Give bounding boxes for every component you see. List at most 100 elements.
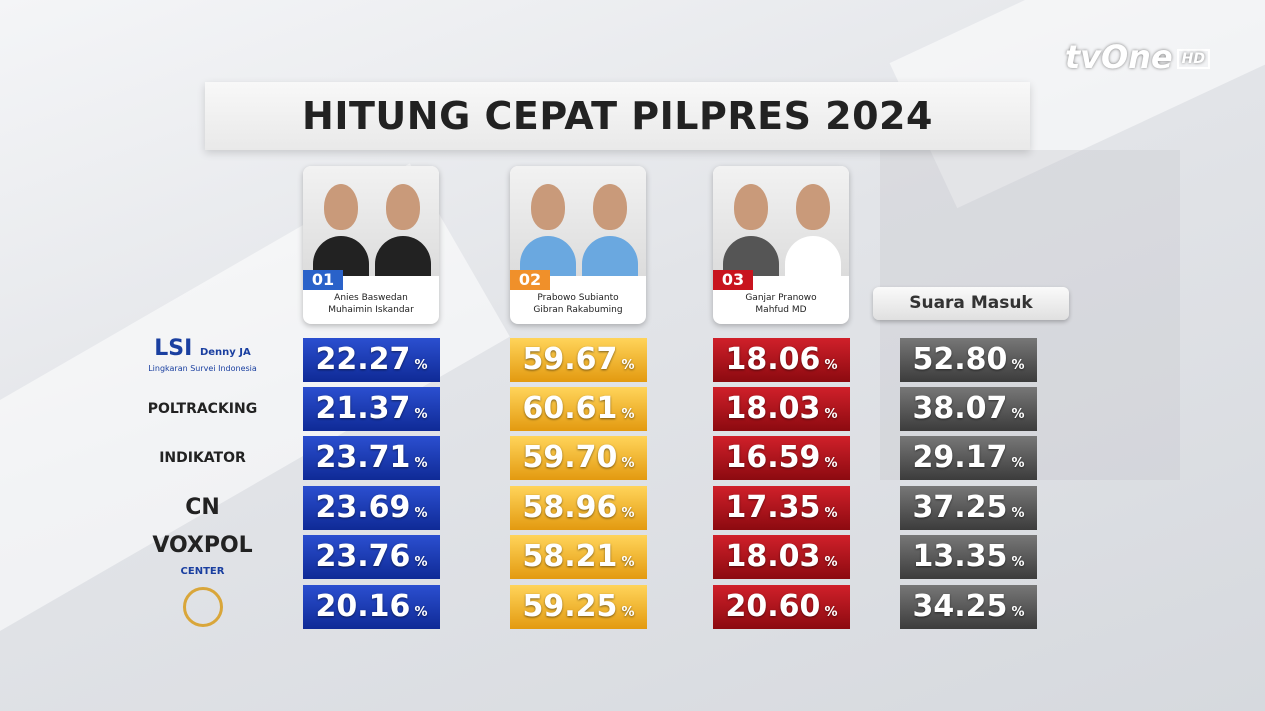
candidate-card: 03 Ganjar Pranowo Mahfud MD [713,166,849,324]
result-unit: % [621,605,635,620]
result-unit: % [414,407,428,422]
result-cell: 23.71% [303,436,440,480]
institution-sub: CENTER [180,566,225,577]
candidate-name: Gibran Rakabuming [533,305,623,315]
result-cell: 34.25% [900,585,1037,629]
figure-head [796,184,830,230]
result-value: 59.25 [522,589,618,624]
result-cell: 20.60% [713,585,850,629]
result-unit: % [1011,605,1025,620]
institution-sub: Denny JA [199,347,251,358]
channel-badge: HD [1176,49,1210,69]
result-value: 22.27 [315,342,411,377]
title: HITUNG CEPAT PILPRES 2024 [302,94,933,138]
institution-name: VOXPOL CENTER [130,535,275,583]
result-cell: 60.61% [510,387,647,431]
result-cell: 23.76% [303,535,440,579]
figure-body [785,236,841,276]
institution-name-text: CN [185,495,220,520]
channel-name: tvOne [1064,38,1173,76]
institution-name: INDIKATOR [130,436,275,480]
institution-name-text: INDIKATOR [159,450,246,466]
result-cell: 17.35% [713,486,850,530]
figure-head [324,184,358,230]
result-value: 37.25 [912,490,1008,525]
result-value: 60.61 [522,391,618,426]
result-value: 59.67 [522,342,618,377]
candidate-number: 03 [713,270,753,290]
result-unit: % [621,555,635,570]
result-cell: 21.37% [303,387,440,431]
result-value: 29.17 [912,440,1008,475]
figure-body [723,236,779,276]
result-value: 58.96 [522,490,618,525]
result-value: 59.70 [522,440,618,475]
result-cell: 58.21% [510,535,647,579]
institution-caption: Lingkaran Survei Indonesia [148,364,257,373]
result-unit: % [824,555,838,570]
result-cell: 52.80% [900,338,1037,382]
candidate-name: Anies Baswedan [334,293,408,303]
result-cell: 59.67% [510,338,647,382]
result-unit: % [1011,358,1025,373]
candidate-names: Ganjar Pranowo Mahfud MD [713,292,849,316]
candidate-card: 01 Anies Baswedan Muhaimin Iskandar [303,166,439,324]
result-cell: 37.25% [900,486,1037,530]
institution-logo: INDIKATOR [130,436,275,480]
result-unit: % [824,605,838,620]
candidate-names: Anies Baswedan Muhaimin Iskandar [303,292,439,316]
institution-logo: VOXPOL CENTER [130,535,275,579]
result-unit: % [824,506,838,521]
candidate-name: Ganjar Pranowo [745,293,817,303]
result-cell: 18.03% [713,387,850,431]
figure-head [531,184,565,230]
result-value: 16.59 [725,440,821,475]
result-cell: 23.69% [303,486,440,530]
institution-logo: POLTRACKING [130,387,275,431]
candidate-card: 02 Prabowo Subianto Gibran Rakabuming [510,166,646,324]
result-value: 13.35 [912,539,1008,574]
result-unit: % [1011,555,1025,570]
result-value: 23.76 [315,539,411,574]
result-value: 21.37 [315,391,411,426]
institution-name: LSI Denny JA [130,338,275,364]
result-cell: 29.17% [900,436,1037,480]
figure-head [734,184,768,230]
result-unit: % [414,358,428,373]
figure-head [593,184,627,230]
result-unit: % [1011,407,1025,422]
result-cell: 20.16% [303,585,440,629]
result-unit: % [1011,456,1025,471]
result-value: 38.07 [912,391,1008,426]
result-value: 18.06 [725,342,821,377]
result-value: 20.16 [315,589,411,624]
channel-logo: tvOne HD [1065,38,1210,76]
result-unit: % [414,605,428,620]
institution-name-text: VOXPOL [152,533,253,558]
institution-emblem [182,587,223,627]
result-value: 20.60 [725,589,821,624]
result-cell: 58.96% [510,486,647,530]
result-value: 34.25 [912,589,1008,624]
institution-name-text: POLTRACKING [147,401,258,417]
result-unit: % [414,456,428,471]
result-unit: % [1011,506,1025,521]
result-cell: 38.07% [900,387,1037,431]
result-cell: 18.06% [713,338,850,382]
candidate-photo [303,166,439,276]
figure-body [520,236,576,276]
institution-logo [130,585,275,629]
result-cell: 13.35% [900,535,1037,579]
result-unit: % [414,506,428,521]
result-unit: % [621,358,635,373]
institution-name-text: LSI [154,336,193,361]
candidate-name: Prabowo Subianto [537,293,619,303]
institution-name: POLTRACKING [130,387,275,431]
result-value: 58.21 [522,539,618,574]
turnout-header: Suara Masuk [873,287,1069,320]
result-cell: 59.70% [510,436,647,480]
figure-body [375,236,431,276]
result-unit: % [621,407,635,422]
institution-logo: LSI Denny JA Lingkaran Survei Indonesia [130,338,275,382]
candidate-photo [713,166,849,276]
